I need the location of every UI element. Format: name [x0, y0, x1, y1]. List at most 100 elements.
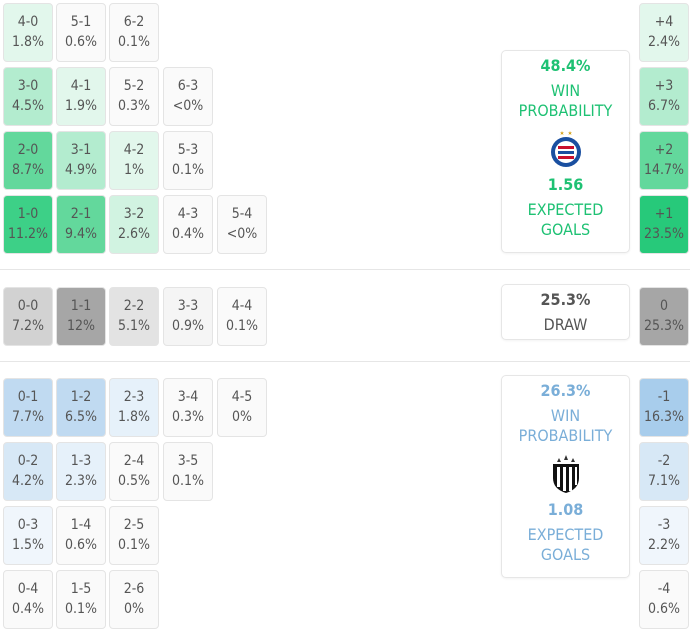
goal-margin-cell: +1 23.5% — [639, 195, 689, 254]
score-probability: 1.8% — [12, 34, 44, 50]
score-label: -1 — [657, 389, 671, 405]
score-probability: 4.2% — [12, 473, 44, 489]
score-probability: 7.2% — [12, 318, 44, 334]
draw-probability: 25.3% — [540, 290, 591, 309]
away-expected-goals: 1.08 — [547, 500, 584, 519]
home-score-cell: 6-3 <0% — [163, 67, 213, 126]
score-probability: 2.4% — [648, 34, 680, 50]
score-probability: 1.8% — [118, 409, 150, 425]
away-score-cell: 3-5 0.1% — [163, 442, 213, 501]
score-probability: 11.2% — [7, 226, 48, 242]
score-label: 3-2 — [123, 206, 145, 222]
score-label: 2-2 — [123, 298, 145, 314]
home-score-cell: 6-2 0.1% — [109, 3, 159, 62]
goal-margin-cell: -1 16.3% — [639, 378, 689, 437]
home-score-cell: 4-0 1.8% — [3, 3, 53, 62]
score-label: 4-2 — [123, 142, 145, 158]
score-label: 2-4 — [123, 453, 145, 469]
score-probability: 1% — [124, 162, 144, 178]
score-probability: 0% — [232, 409, 252, 425]
score-label: 1-3 — [70, 453, 92, 469]
score-label: 4-3 — [177, 206, 199, 222]
away-score-cell: 0-2 4.2% — [3, 442, 53, 501]
score-label: 0-2 — [17, 453, 39, 469]
score-label: 2-0 — [17, 142, 39, 158]
score-probability: 0.1% — [172, 162, 204, 178]
home-score-cell: 5-4 <0% — [217, 195, 267, 254]
away-score-cell: 3-4 0.3% — [163, 378, 213, 437]
score-probability: 6.7% — [648, 98, 680, 114]
home-score-cell: 5-3 0.1% — [163, 131, 213, 190]
score-label: 1-1 — [70, 298, 92, 314]
home-win-label: WIN PROBABILITY — [518, 81, 613, 120]
score-label: 5-4 — [231, 206, 253, 222]
score-probability: 8.7% — [12, 162, 44, 178]
score-probability: 25.3% — [643, 318, 684, 334]
away-score-cell: 0-1 7.7% — [3, 378, 53, 437]
home-score-cell: 4-1 1.9% — [56, 67, 106, 126]
score-label: 5-1 — [70, 14, 92, 30]
score-probability: 0.3% — [118, 98, 150, 114]
draw-score-cell: 0-0 7.2% — [3, 287, 53, 346]
away-expected-goals-label: EXPECTED GOALS — [527, 525, 604, 564]
score-probability: 12% — [67, 318, 95, 334]
score-label: 3-4 — [177, 389, 199, 405]
score-label: 0-0 — [17, 298, 39, 314]
goal-margin-cell: +4 2.4% — [639, 3, 689, 62]
score-probability: 0.6% — [65, 537, 97, 553]
home-score-cell: 5-2 0.3% — [109, 67, 159, 126]
score-probability: 1.5% — [12, 537, 44, 553]
away-score-cell: 4-5 0% — [217, 378, 267, 437]
away-score-cell: 2-3 1.8% — [109, 378, 159, 437]
score-label: 5-3 — [177, 142, 199, 158]
goal-margin-cell: -3 2.2% — [639, 506, 689, 565]
score-probability: 0.1% — [118, 34, 150, 50]
away-score-cell: 0-3 1.5% — [3, 506, 53, 565]
draw-score-cell: 1-1 12% — [56, 287, 106, 346]
score-label: 1-2 — [70, 389, 92, 405]
score-label: +1 — [654, 206, 674, 222]
away-team-crest-icon — [552, 455, 579, 493]
score-probability: 0.9% — [172, 318, 204, 334]
away-score-cell: 2-4 0.5% — [109, 442, 159, 501]
score-probability: 5.1% — [118, 318, 150, 334]
goal-margin-cell: +3 6.7% — [639, 67, 689, 126]
home-expected-goals: 1.56 — [547, 175, 584, 194]
score-label: 2-3 — [123, 389, 145, 405]
draw-score-cell: 2-2 5.1% — [109, 287, 159, 346]
score-probability: 0.1% — [226, 318, 258, 334]
score-probability: 7.1% — [648, 473, 680, 489]
section-divider — [0, 361, 690, 362]
score-label: 3-0 — [17, 78, 39, 94]
score-probability: <0% — [172, 98, 204, 114]
away-score-cell: 1-4 0.6% — [56, 506, 106, 565]
score-probability: 4.5% — [12, 98, 44, 114]
score-probability: 7.7% — [12, 409, 44, 425]
score-label: 4-4 — [231, 298, 253, 314]
draw-score-cell: 3-3 0.9% — [163, 287, 213, 346]
home-score-cell: 4-3 0.4% — [163, 195, 213, 254]
goal-margin-cell: -2 7.1% — [639, 442, 689, 501]
score-label: 3-3 — [177, 298, 199, 314]
score-probability: 14.7% — [643, 162, 684, 178]
score-probability: 0.4% — [172, 226, 204, 242]
score-label: 6-3 — [177, 78, 199, 94]
score-label: 2-5 — [123, 517, 145, 533]
score-label: 1-5 — [70, 581, 92, 597]
score-probability: 1.9% — [65, 98, 97, 114]
score-label: 2-6 — [123, 581, 145, 597]
away-win-probability: 26.3% — [540, 381, 591, 400]
score-probability: 0.1% — [65, 601, 97, 617]
score-probability: 0% — [124, 601, 144, 617]
home-score-cell: 4-2 1% — [109, 131, 159, 190]
score-probability: 0.1% — [118, 537, 150, 553]
score-label: 3-5 — [177, 453, 199, 469]
score-label: 0-4 — [17, 581, 39, 597]
away-score-cell: 1-2 6.5% — [56, 378, 106, 437]
score-label: -2 — [657, 453, 671, 469]
score-label: 2-1 — [70, 206, 92, 222]
score-label: 0-3 — [17, 517, 39, 533]
score-label: 4-5 — [231, 389, 253, 405]
score-probability: 16.3% — [643, 409, 684, 425]
score-probability: 2.2% — [648, 537, 680, 553]
